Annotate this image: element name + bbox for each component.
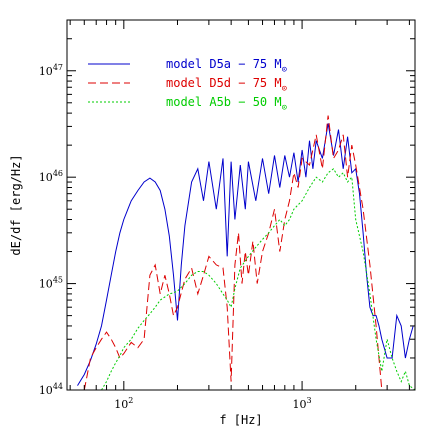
series-line-2 xyxy=(83,115,383,390)
legend-label-1: model D5a − 75 M⊙ xyxy=(166,57,287,75)
y-axis-label: dE/df [erg/Hz] xyxy=(9,154,23,255)
series-line-3 xyxy=(101,168,415,390)
x-tick-label: 102 xyxy=(114,396,133,411)
y-tick-label: 1044 xyxy=(39,382,63,397)
x-axis-label: f [Hz] xyxy=(219,413,262,427)
series-layer xyxy=(77,115,415,390)
y-tick-label: 1047 xyxy=(39,63,63,78)
legend-label-2: model D5d − 75 M⊙ xyxy=(166,76,287,94)
ticks-layer xyxy=(67,19,415,391)
legend-label-3: model A5b − 50 M⊙ xyxy=(166,95,287,113)
legend: model D5a − 75 M⊙model D5d − 75 M⊙model … xyxy=(88,57,287,113)
x-tick-label: 103 xyxy=(293,396,312,411)
y-tick-label: 1045 xyxy=(39,276,63,291)
tick-labels-layer: 102 103 1044 1045 1046 1047 xyxy=(39,63,312,411)
plot-frame xyxy=(66,19,416,391)
series-line-1 xyxy=(77,123,414,386)
y-tick-label: 1046 xyxy=(39,169,63,184)
